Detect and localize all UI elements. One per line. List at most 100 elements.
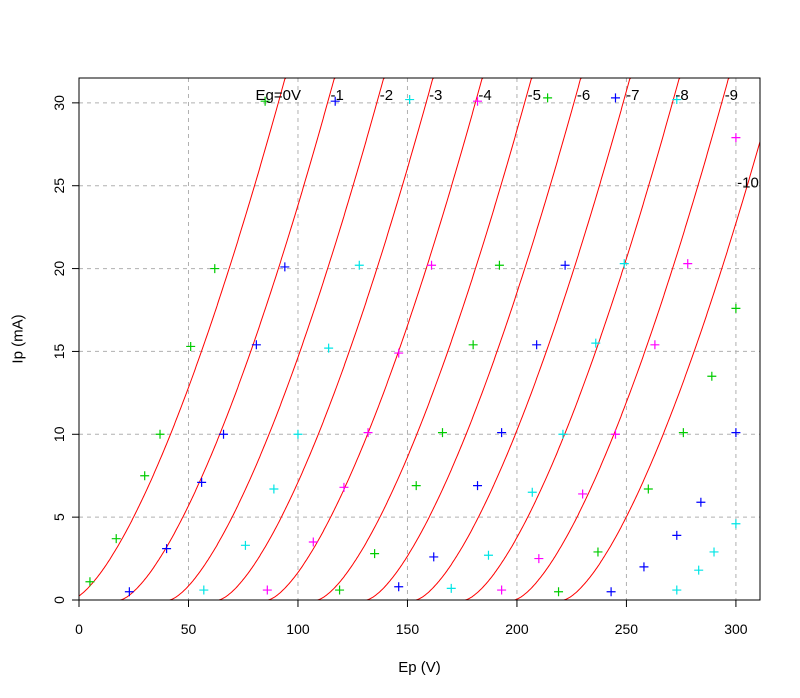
x-tick-label: 50: [181, 621, 197, 637]
x-tick-label: 300: [724, 621, 748, 637]
y-axis-title: Ip (mA): [10, 314, 27, 363]
data-point: [140, 471, 150, 481]
data-point: [591, 338, 601, 348]
data-point: [251, 340, 261, 350]
data-point: [427, 260, 437, 270]
data-point: [610, 429, 620, 439]
data-point: [543, 93, 553, 103]
curve-label: -8: [675, 87, 688, 104]
data-point: [619, 259, 629, 269]
y-axis: 0 5 10 15 20 25 30: [51, 95, 79, 604]
x-tick-label: 150: [396, 621, 420, 637]
x-tick-label: 250: [615, 621, 639, 637]
grid-lines: [78, 78, 760, 601]
data-point: [262, 585, 272, 595]
data-point: [558, 429, 568, 439]
x-axis: 0 50 100 150 200 250 300: [75, 600, 748, 637]
characteristic-curves: [78, 77, 761, 601]
curve-eg-9: [79, 77, 730, 601]
data-point: [446, 583, 456, 593]
data-point: [411, 481, 421, 491]
curve-eg-6: [79, 77, 582, 601]
data-point: [694, 565, 704, 575]
data-point: [610, 93, 620, 103]
data-point: [497, 585, 507, 595]
data-point: [197, 477, 207, 487]
data-point: [293, 429, 303, 439]
y-tick-label: 20: [51, 261, 67, 277]
data-point: [240, 540, 250, 550]
data-point: [527, 487, 537, 497]
data-point: [335, 585, 345, 595]
data-point: [497, 428, 507, 438]
data-point: [210, 264, 220, 274]
data-point: [219, 429, 229, 439]
data-point: [731, 133, 741, 143]
data-point: [280, 262, 290, 272]
data-point: [683, 259, 693, 269]
curve-eg-10: [79, 141, 761, 601]
data-point: [85, 577, 95, 587]
data-point: [731, 519, 741, 529]
data-point: [186, 341, 196, 351]
curve-eg-2: [79, 77, 385, 601]
x-axis-title: Ep (V): [398, 659, 441, 676]
data-point: [639, 562, 649, 572]
curve-label: -6: [577, 87, 590, 104]
data-point: [672, 530, 682, 540]
y-tick-label: 5: [51, 513, 67, 521]
data-point: [363, 428, 373, 438]
data-point: [269, 484, 279, 494]
data-point: [330, 96, 340, 106]
curve-label: -2: [380, 87, 393, 104]
data-point: [707, 371, 717, 381]
y-tick-label: 25: [51, 178, 67, 194]
data-point: [394, 582, 404, 592]
data-point: [429, 552, 439, 562]
data-point: [696, 497, 706, 507]
curve-eg-7: [79, 77, 632, 601]
data-point: [593, 547, 603, 557]
data-point: [155, 429, 165, 439]
data-point: [672, 585, 682, 595]
data-point: [473, 96, 483, 106]
data-point: [643, 484, 653, 494]
data-point: [560, 260, 570, 270]
curve-label: -9: [725, 87, 738, 104]
data-point: [405, 95, 415, 105]
data-point: [339, 482, 349, 492]
data-point: [468, 340, 478, 350]
data-point: [554, 587, 564, 597]
data-point: [260, 96, 270, 106]
data-point: [199, 585, 209, 595]
data-point: [731, 428, 741, 438]
data-point: [606, 587, 616, 597]
curve-label: -4: [478, 87, 491, 104]
data-point: [473, 481, 483, 491]
curve-labels: Eg=0V -1 -2 -3 -4 -5 -6 -7 -8 -9 -10: [256, 87, 759, 191]
data-point: [483, 550, 493, 560]
curve-eg-5: [79, 77, 533, 601]
measured-points: [85, 93, 741, 597]
curve-eg-0: [78, 77, 287, 597]
curve-eg-1: [79, 77, 336, 601]
curve-label: Eg=0V: [256, 87, 301, 104]
data-point: [324, 343, 334, 353]
data-point: [578, 489, 588, 499]
x-tick-label: 0: [75, 621, 83, 637]
curve-label: -1: [331, 87, 344, 104]
y-tick-label: 30: [51, 95, 67, 111]
curve-eg-8: [79, 77, 681, 601]
data-point: [534, 554, 544, 564]
y-tick-label: 15: [51, 343, 67, 359]
x-tick-label: 100: [286, 621, 310, 637]
data-point: [308, 537, 318, 547]
data-point: [731, 303, 741, 313]
data-point: [678, 428, 688, 438]
curve-label: -10: [737, 174, 759, 191]
plot-frame: [78, 77, 761, 601]
y-tick-label: 0: [51, 596, 67, 604]
curve-label: -3: [429, 87, 442, 104]
data-point: [532, 340, 542, 350]
